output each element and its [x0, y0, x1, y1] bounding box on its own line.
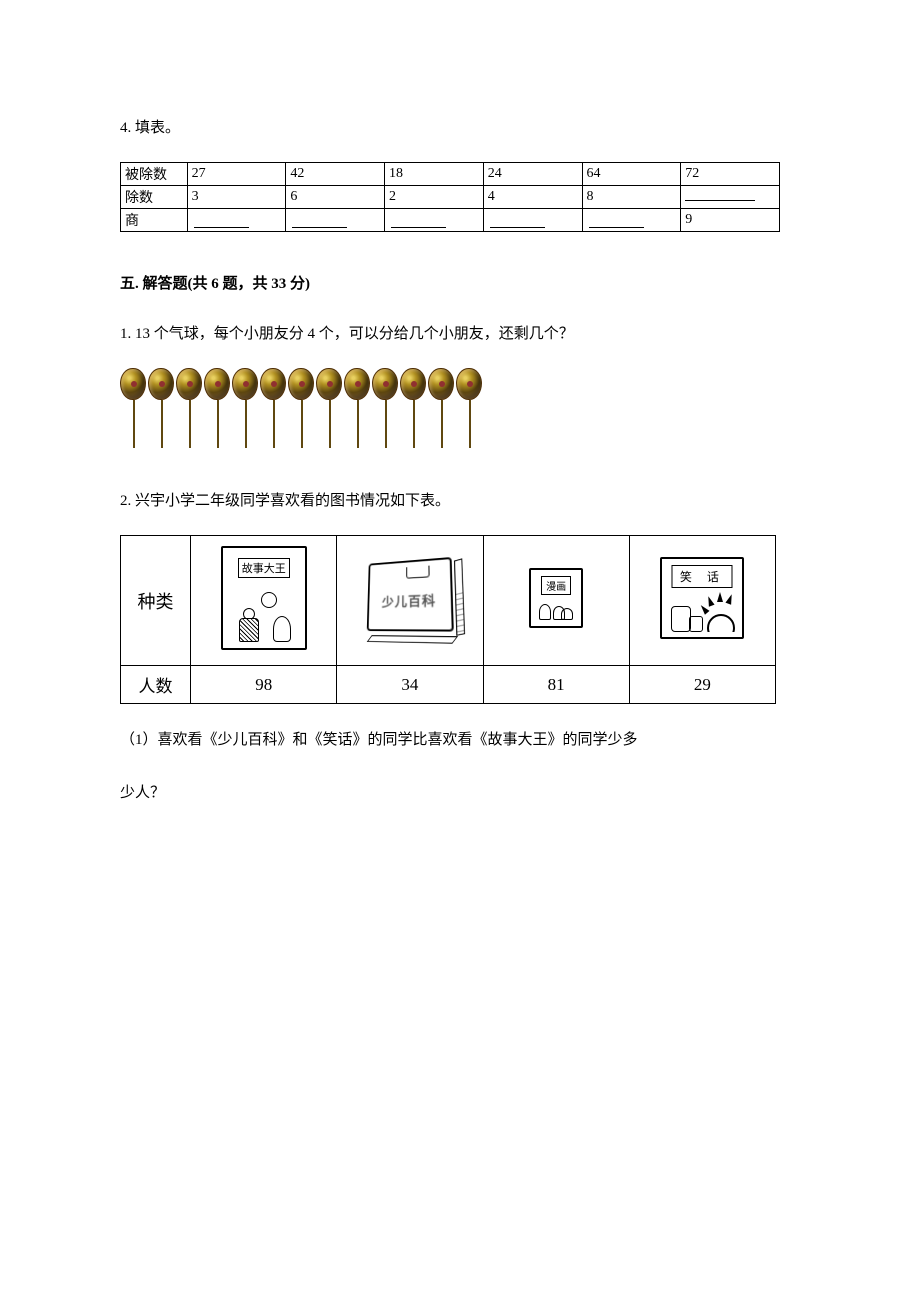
divisor-cell: 8: [582, 186, 681, 209]
table-row: 人数 98 34 81 29: [121, 666, 776, 704]
balloon-icon: [260, 368, 288, 448]
table-row: 被除数 27 42 18 24 64 72: [121, 163, 780, 186]
divisor-cell: 6: [286, 186, 385, 209]
book-illustration-encyclopedia: 少儿百科: [367, 557, 459, 639]
q5-2-text: 2. 兴宇小学二年级同学喜欢看的图书情况如下表。: [120, 488, 800, 515]
row-label-category: 种类: [121, 536, 191, 666]
q4-label: 4. 填表。: [120, 115, 800, 142]
row-label-quotient: 商: [121, 209, 188, 232]
dividend-cell: 64: [582, 163, 681, 186]
balloon-icon: [148, 368, 176, 448]
balloon-icon: [344, 368, 372, 448]
dividend-cell: 18: [385, 163, 484, 186]
balloon-icon: [288, 368, 316, 448]
book-illustration-comic: 漫画: [529, 568, 583, 628]
balloon-icon: [400, 368, 428, 448]
balloon-icon: [428, 368, 456, 448]
divisor-cell: 4: [483, 186, 582, 209]
book-cell-joke: 笑 话: [629, 536, 775, 666]
book-title: 漫画: [541, 576, 571, 595]
quotient-blank-cell: [483, 209, 582, 232]
divisor-cell: 3: [187, 186, 286, 209]
balloon-icon: [372, 368, 400, 448]
table-row: 种类 故事大王 少儿: [121, 536, 776, 666]
question-4: 4. 填表。 被除数 27 42 18 24 64 72 除数 3 6 2 4 …: [120, 115, 800, 232]
balloon-icon: [232, 368, 260, 448]
quotient-blank-cell: [582, 209, 681, 232]
division-table: 被除数 27 42 18 24 64 72 除数 3 6 2 4 8 商 9: [120, 162, 780, 232]
section-5-heading: 五. 解答题(共 6 题，共 33 分): [120, 272, 800, 293]
divisor-cell: 2: [385, 186, 484, 209]
balloon-illustration: [120, 368, 800, 448]
quotient-blank-cell: [385, 209, 484, 232]
dividend-cell: 42: [286, 163, 385, 186]
q5-1-text: 1. 13 个气球，每个小朋友分 4 个，可以分给几个小朋友，还剩几个？: [120, 321, 800, 348]
book-cell-encyclopedia: 少儿百科: [337, 536, 483, 666]
balloon-icon: [120, 368, 148, 448]
quotient-cell: 9: [681, 209, 780, 232]
sub-q-line2: 少人？: [120, 767, 800, 820]
row-label-count: 人数: [121, 666, 191, 704]
book-cell-comic: 漫画: [483, 536, 629, 666]
sub-question-1: （1）喜欢看《少儿百科》和《笑话》的同学比喜欢看《故事大王》的同学少多 少人？: [120, 714, 800, 819]
book-illustration-story: 故事大王: [221, 546, 307, 650]
sub-q-line1: （1）喜欢看《少儿百科》和《笑话》的同学比喜欢看《故事大王》的同学少多: [120, 714, 800, 767]
table-row: 商 9: [121, 209, 780, 232]
dividend-cell: 72: [681, 163, 780, 186]
quotient-blank-cell: [187, 209, 286, 232]
book-count: 98: [191, 666, 337, 704]
book-cell-story: 故事大王: [191, 536, 337, 666]
dividend-cell: 27: [187, 163, 286, 186]
book-count: 81: [483, 666, 629, 704]
balloon-icon: [204, 368, 232, 448]
balloon-icon: [316, 368, 344, 448]
question-5-2: 2. 兴宇小学二年级同学喜欢看的图书情况如下表。 种类 故事大王: [120, 488, 800, 819]
row-label-divisor: 除数: [121, 186, 188, 209]
book-title: 故事大王: [238, 558, 290, 578]
divisor-blank-cell: [681, 186, 780, 209]
quotient-blank-cell: [286, 209, 385, 232]
book-count: 29: [629, 666, 775, 704]
book-title: 少儿百科: [382, 590, 437, 611]
book-illustration-joke: 笑 话: [660, 557, 744, 639]
book-table: 种类 故事大王 少儿: [120, 535, 776, 704]
balloon-icon: [456, 368, 484, 448]
balloon-icon: [176, 368, 204, 448]
row-label-dividend: 被除数: [121, 163, 188, 186]
question-5-1: 1. 13 个气球，每个小朋友分 4 个，可以分给几个小朋友，还剩几个？: [120, 321, 800, 448]
book-title: 笑 话: [672, 565, 733, 588]
dividend-cell: 24: [483, 163, 582, 186]
table-row: 除数 3 6 2 4 8: [121, 186, 780, 209]
book-count: 34: [337, 666, 483, 704]
